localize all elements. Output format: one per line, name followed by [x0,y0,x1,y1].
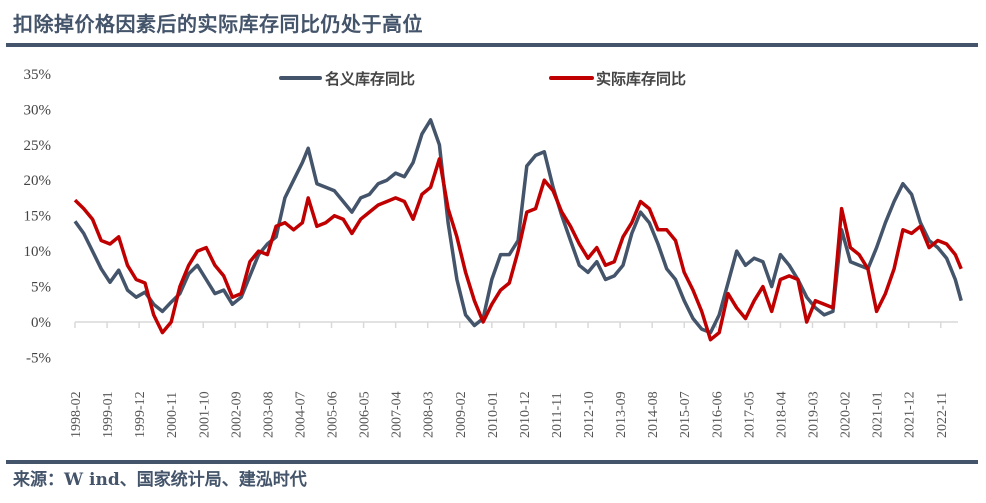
y-tick-label: 10% [24,244,52,260]
x-tick-label: 1999-01 [101,391,116,438]
series-line-nominal [73,118,963,335]
x-tick-label: 2015-07 [678,391,693,438]
x-tick-label: 2007-04 [390,391,405,438]
x-tick-label: 2003-08 [261,391,276,438]
source-note: 来源：W ind、国家统计局、建泓时代 [13,470,307,490]
x-tick-label: 2013-09 [614,391,629,438]
x-tick-label: 2012-10 [582,391,597,438]
x-tick-label: 1999-12 [133,391,148,438]
y-axis: 35% 30% 25% 20% 15% 10% 5% 0% -5% [24,67,52,367]
x-axis [74,321,958,328]
x-tick-label: 2001-10 [197,391,212,438]
legend-label-nominal: 名义库存同比 [325,70,415,88]
x-tick-label: 2005-06 [326,391,341,438]
x-tick-label: 2011-11 [550,392,565,438]
y-tick-label: 15% [24,209,52,225]
x-tick-label: 2021-12 [903,391,918,438]
series-lines [73,118,963,342]
y-tick-label: 30% [24,102,52,118]
x-tick-label: 2004-07 [293,391,308,438]
x-tick-label: 2017-05 [742,391,757,438]
legend-label-real: 实际库存同比 [596,70,686,88]
x-tick-label: 2014-08 [646,391,661,438]
y-tick-label: 20% [24,173,52,189]
x-tick-label: 2016-06 [710,391,725,438]
x-tick-label: 2010-12 [518,391,533,438]
x-tick-label: 2009-02 [454,391,469,438]
y-tick-label: 25% [24,138,52,154]
x-tick-labels: 1998-02 1999-01 1999-12 2000-11 2001-10 2002-… [69,391,950,438]
x-tick-label: 2019-03 [806,391,821,438]
chart-title: 扣除掉价格因素后的实际库存同比仍处于高位 [13,12,423,36]
legend: 名义库存同比 实际库存同比 [279,70,686,88]
y-tick-label: 35% [24,67,52,83]
y-tick-label: -5% [26,350,51,366]
x-tick-label: 2018-04 [774,391,789,438]
source-divider [6,460,978,464]
y-tick-label: 5% [31,280,51,296]
x-tick-label: 1998-02 [69,391,84,438]
x-tick-label: 2000-11 [165,392,180,438]
x-tick-label: 2008-03 [422,391,437,438]
x-tick-label: 2010-01 [486,391,501,438]
title-divider [6,43,978,47]
x-tick-label: 2022-11 [935,392,950,438]
x-tick-label: 2021-01 [871,391,886,438]
y-tick-label: 0% [31,315,51,331]
x-tick-label: 2002-09 [229,391,244,438]
series-line-real [73,157,963,342]
x-tick-label: 2006-05 [358,391,373,438]
x-tick-label: 2020-02 [839,391,854,438]
